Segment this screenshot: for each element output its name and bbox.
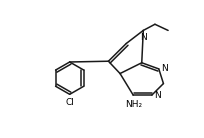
Text: NH₂: NH₂ xyxy=(125,100,142,109)
Text: N: N xyxy=(140,34,147,43)
Text: Cl: Cl xyxy=(65,98,74,107)
Text: N: N xyxy=(161,64,168,73)
Text: N: N xyxy=(154,91,161,100)
